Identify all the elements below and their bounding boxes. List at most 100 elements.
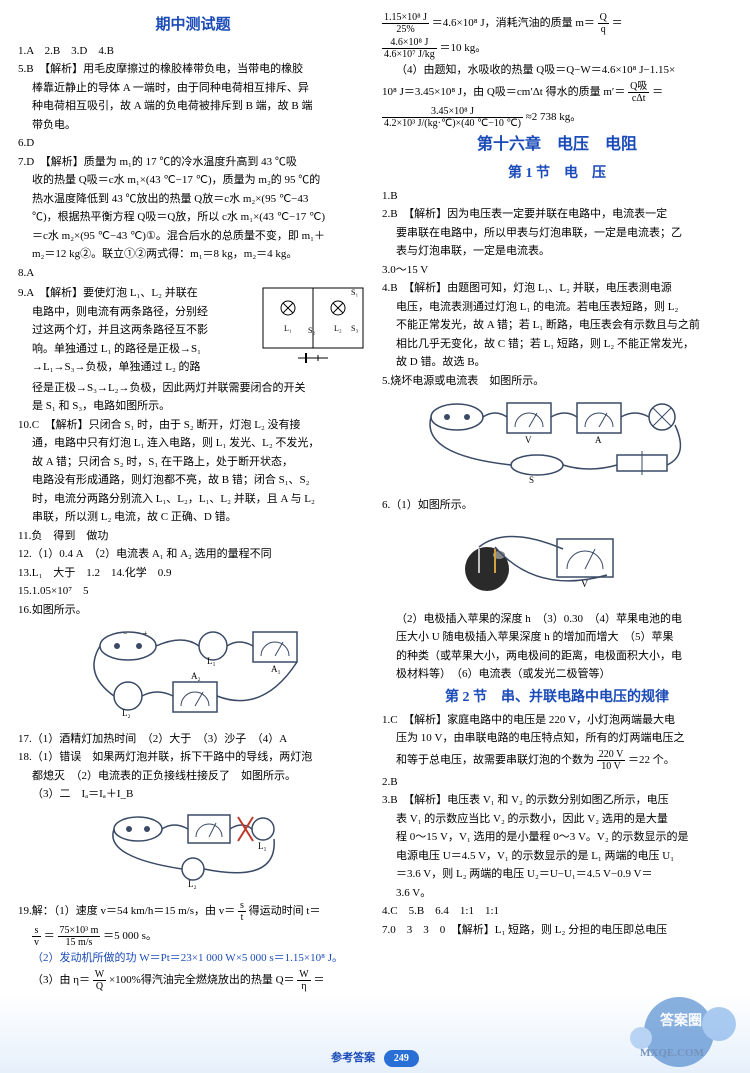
- sec2-title: 第 2 节 串、并联电路中电压的规律: [382, 687, 732, 708]
- frac-w-eta: W η: [297, 969, 310, 992]
- watermark: 答案圈 MXQE.COM: [630, 1003, 740, 1063]
- svg-text:L₁: L₁: [284, 324, 292, 333]
- q18: 18.（1）错误 如果两灯泡并联，拆下干路中的导线，两灯泡: [18, 749, 368, 766]
- frac-s2-1c: 220 V 10 V: [597, 749, 626, 772]
- q5c: 种电荷相互吸引，故 A 端的负电荷被排斥到 B 端，故 B 端: [18, 98, 368, 115]
- s2-2: 2.B: [382, 774, 732, 791]
- r1e: 3.45×10⁸ J 4.2×10³ J/(kg·℃)×(40 ℃−10 ℃) …: [382, 106, 732, 129]
- right-column: 1.15×10⁸ J 25% ＝4.6×10⁸ J，消耗汽油的质量 m＝ Q q…: [382, 10, 732, 1043]
- svg-text:L₁: L₁: [207, 656, 216, 666]
- midterm-title: 期中测试题: [18, 14, 368, 37]
- q5d: 带负电。: [18, 117, 368, 134]
- r1a: 1.15×10⁸ J 25% ＝4.6×10⁸ J，消耗汽油的质量 m＝ Q q…: [382, 12, 732, 35]
- s2-3: 3.B 【解析】电压表 V₁ 和 V₂ 的示数分别如图乙所示，电压: [382, 792, 732, 809]
- q5: 5.B 【解析】用毛皮摩擦过的橡胶棒带负电，当带电的橡胶: [18, 61, 368, 78]
- s1-4d: 相比几乎无变化，故 C 错；若 L₁ 短路，则 L₂ 不能正常发光，: [382, 336, 732, 353]
- s1-5: 5.烧坏电源或电流表 如图所示。: [382, 373, 732, 390]
- q9b: 电路中，则电流有两条路径，分别经: [18, 304, 252, 321]
- s1-3: 3.0～15 V: [382, 262, 732, 279]
- q13: 13.L₁ 大于 1.2 14.化学 0.9: [18, 565, 368, 582]
- q7c: 热水温度降低到 43 ℃放出的热量 Q放＝c水 m₂×(95 ℃−43: [18, 191, 368, 208]
- q19c: ＝5 000 s。: [103, 930, 157, 942]
- frac-v-val: 75×10³ m 15 m/s: [58, 925, 101, 948]
- r1d-line: 10⁸ J＝3.45×10⁸ J，由 Q吸＝cm′Δt 得水的质量 m′＝ Q吸…: [382, 81, 732, 104]
- s2-3d: 电源电压 U＝4.5 V，V₁ 的示数显示的是 L₁ 两端的电压 U₁: [382, 848, 732, 865]
- s2-3e: ＝3.6 V，则 L₂ 两端的电压 U₂＝U−U₁＝4.5 V−0.9 V＝: [382, 866, 732, 883]
- q5b: 棒靠近静止的导体 A 一端时，由于同种电荷相互排斥、异: [18, 80, 368, 97]
- s2-1c: 和等于总电压，故需要串联灯泡的个数为 220 V 10 V ＝22 个。: [382, 749, 732, 772]
- r1d: 10⁸ J＝3.45×10⁸ J，由 Q吸＝cm′Δt 得水的质量 m′＝: [382, 86, 625, 98]
- q9f: 径是正极→S₃→L₂→负极，因此两灯并联需要闭合的开关: [18, 380, 368, 397]
- q16: 16.如图所示。: [18, 602, 368, 619]
- s1-6: 6.（1）如图所示。: [382, 497, 732, 514]
- q16-figure: − + L₁ A₁ L₂ A₂: [18, 624, 368, 725]
- s2-1: 1.C 【解析】家庭电路中的电压是 220 V，小灯泡两端最大电: [382, 712, 732, 729]
- watermark-text: 答案圈: [660, 1011, 702, 1032]
- s2-1c-tail: ＝22 个。: [628, 754, 675, 766]
- q7f: m₂＝12 kg②。联立①②两式得：m₁＝8 kg，m₂＝4 kg。: [18, 246, 368, 263]
- page-number: 249: [384, 1050, 419, 1067]
- q9e: →L₁→S₃→负极，单独通过 L₂ 的路: [18, 359, 252, 376]
- s1-6-figure: V: [382, 519, 732, 605]
- q18b: 都熄灭 （2）电流表的正负接线柱接反了 如图所示。: [18, 768, 368, 785]
- r1b: 4.6×10⁸ J 4.6×10⁷ J/kg ＝10 kg。: [382, 37, 732, 60]
- q19e-line: （3）由 η＝ W Q ×100%得汽油完全燃烧放出的热量 Q＝ W η ＝: [18, 969, 368, 992]
- q10e: 时，电流分两路分别流入 L₁、L₂，L₁、L₂ 并联，且 A 与 L₂: [18, 491, 368, 508]
- s1-1: 1.B: [382, 188, 732, 205]
- svg-text:A₂: A₂: [191, 671, 201, 681]
- svg-text:V: V: [525, 435, 532, 445]
- s2-1b: 压为 10 V，由串联电路的电压特点知，所有的灯两端电压之: [382, 730, 732, 747]
- svg-text:L₂: L₂: [334, 324, 342, 333]
- s1-4e: 故 D 错。故选 B。: [382, 354, 732, 371]
- frac-r1e: 3.45×10⁸ J 4.2×10³ J/(kg·℃)×(40 ℃−10 ℃): [382, 106, 523, 129]
- frac-r1a2: Q q: [598, 12, 609, 35]
- svg-text:−: −: [123, 629, 128, 638]
- q10: 10.C 【解析】只闭合 S₁ 时，由于 S₂ 断开，灯泡 L₂ 没有接: [18, 417, 368, 434]
- svg-text:S₂: S₂: [308, 326, 315, 335]
- r1b-tail: ＝10 kg。: [440, 42, 487, 54]
- q15: 15.1.05×10⁷ 5: [18, 583, 368, 600]
- s1-4b: 电压，电流表测通过灯泡 L₁ 的电流。若电压表短路，则 L₂: [382, 299, 732, 316]
- q7e: ＝c水 m₂×(95 ℃−43 ℃)①。混合后水的总质量不变，即 m₁＋: [18, 228, 368, 245]
- watermark-url: MXQE.COM: [640, 1045, 704, 1062]
- frac-r1b: 4.6×10⁸ J 4.6×10⁷ J/kg: [382, 37, 437, 60]
- svg-text:S₃: S₃: [351, 324, 358, 333]
- s2-4: 4.C 5.B 6.4 1:1 1:1: [382, 903, 732, 920]
- left-column: 期中测试题 1.A 2.B 3.D 4.B 5.B 【解析】用毛皮摩擦过的橡胶棒…: [18, 10, 368, 1043]
- s1-6e: 极材料等） （6）电流表（或发光二极管等）: [382, 666, 732, 683]
- q10b: 通，电路中只有灯泡 L₁ 连入电路，则 L₁ 发光、L₂ 不发光，: [18, 435, 368, 452]
- q10f: 串联，所以测 L₂ 电流，故 C 正确、D 错。: [18, 509, 368, 526]
- svg-text:+: +: [143, 629, 148, 638]
- svg-text:S₁: S₁: [351, 288, 358, 297]
- q7b: 收的热量 Q吸＝c水 m₁×(43 ℃−17 ℃)，质量为 m₂的 95 ℃的: [18, 172, 368, 189]
- q19b: 得运动时间 t＝: [249, 905, 321, 917]
- sec1-title: 第 1 节 电 压: [382, 163, 732, 184]
- svg-text:S: S: [529, 475, 534, 485]
- q17: 17.（1）酒精灯加热时间 （2）大于 （3）沙子 （4）A: [18, 731, 368, 748]
- q6: 6.D: [18, 135, 368, 152]
- frac-r1d: Q吸 cΔt: [628, 81, 649, 104]
- q9g: 是 S₁ 和 S₃，电路如图所示。: [18, 398, 368, 415]
- page-columns: 期中测试题 1.A 2.B 3.D 4.B 5.B 【解析】用毛皮摩擦过的橡胶棒…: [0, 0, 750, 1073]
- svg-text:L₂: L₂: [122, 708, 131, 718]
- s1-6c: 压大小 U 随电极插入苹果深度 h 的增加而增大 （5）苹果: [382, 629, 732, 646]
- q9c: 过这两个灯，并且这两条路径互不影: [18, 322, 252, 339]
- svg-text:A₁: A₁: [271, 664, 281, 674]
- s1-2b: 要串联在电路中，所以甲表与灯泡串联，一定是电流表；乙: [382, 225, 732, 242]
- s1-2: 2.B 【解析】因为电压表一定要并联在电路中，电流表一定: [382, 206, 732, 223]
- s2-3b: 表 V₁ 的示数应当比 V₂ 的示数小，因此 V₂ 选用的是大量: [382, 811, 732, 828]
- q18c: （3）二 Iₐ＝Iₐ＋I_B: [18, 786, 368, 803]
- q10d: 电路没有形成通路，则灯泡都不亮，故 B 错；闭合 S₁、S₂: [18, 472, 368, 489]
- q18-figure: L₁ L₂: [18, 809, 368, 895]
- s1-6d: 的种类（或苹果大小，两电极间的距离，电极面积大小，电: [382, 648, 732, 665]
- r1e-tail: ≈2 738 kg。: [526, 111, 582, 123]
- q9d: 响。单独通过 L₁ 的路径是正极→S₁: [18, 341, 252, 358]
- frac-s-t: s t: [238, 900, 246, 923]
- q19d: （2）发动机所做的功 W＝Pt＝23×1 000 W×5 000 s＝1.15×…: [18, 950, 368, 967]
- q19e: （3）由 η＝: [32, 974, 90, 986]
- frac-s-v: s v: [32, 925, 41, 948]
- s1-2c: 表与灯泡串联，一定是电流表。: [382, 243, 732, 260]
- q9-circuit-figure: S₁ S₃ L₁ L₂ S₂: [258, 283, 368, 378]
- frac-r1a: 1.15×10⁸ J 25%: [382, 12, 429, 35]
- s2-3f: 3.6 V。: [382, 885, 732, 902]
